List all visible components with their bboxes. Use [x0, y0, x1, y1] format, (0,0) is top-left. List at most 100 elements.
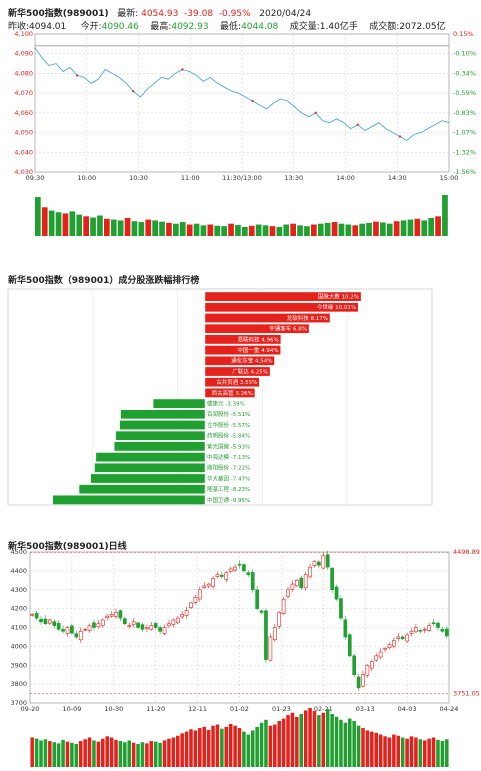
prev-close-value: 4094.01 [29, 22, 67, 32]
intraday-y-right-tick: -0.10% [453, 50, 476, 58]
intraday-y-right-tick: -0.59% [453, 89, 476, 97]
volume-bar [269, 226, 276, 236]
daily-y-tick: 4000 [10, 642, 27, 650]
candle-body [286, 589, 290, 597]
gainer-bar [204, 388, 256, 398]
intraday-y-right-tick: 0.15% [453, 30, 474, 38]
volume-bar [359, 223, 365, 236]
candle-body [158, 627, 162, 632]
candle-body [339, 598, 343, 619]
loser-bar [90, 473, 206, 484]
daily-volume-bar [396, 735, 401, 767]
candle-body [422, 629, 427, 631]
daily-volume-bar [48, 741, 52, 767]
gainer-bar [204, 302, 359, 313]
volume-bar [407, 219, 414, 236]
volume-bar [207, 224, 214, 236]
daily-volume-bar [436, 739, 440, 767]
daily-volume-bar [277, 720, 281, 767]
volume-bar [380, 222, 386, 236]
candle-body [272, 627, 277, 641]
daily-volume-bar [370, 731, 374, 767]
intraday-x-tick: 10:30 [129, 174, 148, 182]
candle-body [118, 610, 123, 619]
candle-body [61, 629, 65, 632]
candle-body [356, 676, 361, 689]
volume-bar [311, 224, 317, 236]
volume-bar [324, 222, 331, 236]
loser-label: 华大基因 -7.47% [207, 474, 250, 482]
volume-bar [35, 197, 41, 236]
daily-y-tick: 4400 [10, 567, 27, 575]
volume-bar [297, 225, 303, 236]
candle-body [149, 625, 154, 630]
daily-volume-bar [440, 741, 445, 767]
daily-volume-bar [334, 716, 339, 767]
open-label: 今开: [80, 22, 102, 32]
volume-bar [221, 226, 227, 236]
price-marker [75, 74, 79, 77]
gainer-bar [204, 334, 282, 345]
candle-body [414, 627, 418, 633]
candle-body [400, 636, 405, 640]
candle-body [43, 618, 48, 625]
volume-bar [366, 222, 372, 236]
daily-x-tick: 09-20 [21, 705, 40, 713]
gainer-bar [204, 355, 275, 366]
candle-body [361, 674, 365, 687]
volume-bar [386, 223, 393, 236]
daily-volume-bar [202, 726, 206, 767]
candle-body [242, 564, 246, 572]
candle-body [56, 623, 61, 630]
volume-bar [228, 223, 234, 236]
candle-body [396, 636, 401, 639]
daily-volume-bar [65, 741, 70, 767]
candle-body [184, 610, 189, 616]
daily-volume-bar [383, 736, 387, 767]
daily-x-tick: 04-03 [398, 705, 417, 713]
candle-body [78, 630, 83, 641]
candle-body [197, 589, 202, 600]
daily-volume-bar [427, 738, 431, 767]
daily-volume-bar [378, 734, 383, 767]
daily-volume-bar [87, 737, 92, 767]
intraday-x-tick: 15:00 [440, 174, 459, 182]
candle-body [369, 661, 374, 669]
gainer-label: 通化东宝 4.54% [231, 357, 272, 365]
candle-body [392, 640, 396, 647]
volume-bar [117, 220, 124, 236]
candle-body [330, 567, 334, 591]
candle-body [383, 647, 387, 650]
daily-y-tick: 4500 [10, 548, 27, 556]
volume-bar [331, 222, 338, 236]
daily-y-tick: 4200 [10, 605, 27, 613]
candle-body [105, 615, 110, 618]
volume-bar [48, 210, 55, 236]
candle-body [122, 618, 127, 625]
intraday-y-tick: 4,090 [14, 50, 33, 58]
volume-bar [138, 222, 145, 236]
daily-volume-bar [365, 730, 370, 767]
daily-volume-bar [78, 741, 83, 767]
prev-close-label: 昨收: [8, 22, 30, 32]
candle-body [224, 572, 229, 580]
volume-bar [110, 219, 117, 236]
volume-bar [283, 224, 290, 236]
candle-body [294, 580, 299, 587]
candle-body [250, 572, 255, 591]
intraday-y-right-tick: -1.56% [453, 168, 476, 176]
intraday-y-tick: 4,050 [14, 129, 33, 137]
loser-label: 药明股份 -5.84% [207, 432, 250, 440]
price-marker [314, 111, 317, 115]
intraday-x-tick: 11:00 [181, 174, 200, 182]
gainer-label: 今世缘 10.01% [317, 303, 356, 311]
daily-volume-bar [431, 737, 436, 767]
ranking-frame [7, 288, 433, 506]
gainer-label: 宇通客车 6.8% [269, 325, 307, 333]
price-marker [356, 123, 359, 126]
candle-body [264, 610, 268, 660]
volume-bar [193, 223, 200, 236]
volume-bar [352, 225, 359, 236]
candle-body [220, 574, 224, 577]
loser-label: 立华股份 -5.57% [207, 421, 250, 429]
